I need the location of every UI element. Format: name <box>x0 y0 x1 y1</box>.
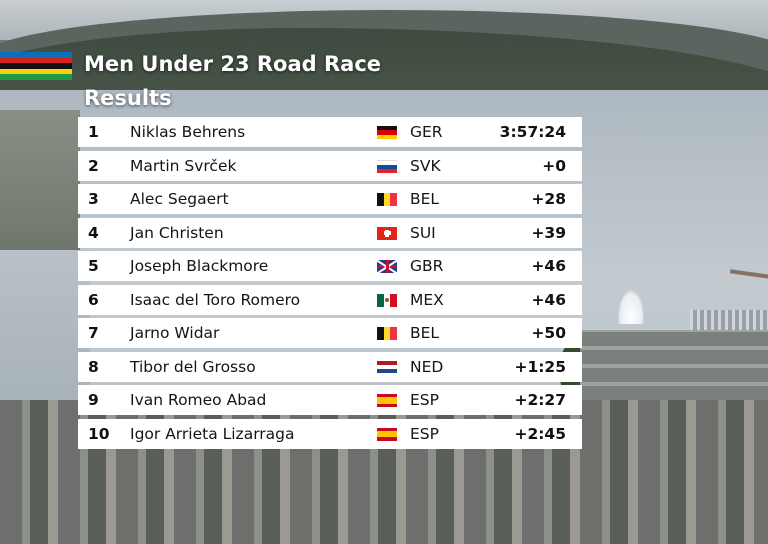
country-code: NED <box>410 357 444 376</box>
water-fountain <box>618 290 644 324</box>
rainbow-stripe <box>0 74 72 80</box>
result-row: 8 Tibor del Grosso NED +1:25 <box>78 351 582 382</box>
time-gap: +0 <box>542 156 566 175</box>
result-row: 2 Martin Svrček SVK +0 <box>78 150 582 181</box>
result-row: 3 Alec Segaert BEL +28 <box>78 184 582 214</box>
flag-spain-icon <box>377 394 397 407</box>
rank: 4 <box>88 223 99 242</box>
rainbow-stripe <box>0 63 72 69</box>
results-heading: Results <box>84 86 172 110</box>
uci-rainbow-stripes-icon <box>0 52 72 80</box>
result-row: 9 Ivan Romeo Abad ESP +2:27 <box>78 385 582 415</box>
rider-name: Joseph Blackmore <box>130 257 269 275</box>
rank: 10 <box>88 424 110 443</box>
country-code: ESP <box>410 424 439 443</box>
result-row: 4 Jan Christen SUI +39 <box>78 217 582 248</box>
rider-name: Ivan Romeo Abad <box>130 391 267 409</box>
time-gap: +46 <box>531 290 566 309</box>
country-code: GBR <box>410 257 444 275</box>
flag-switzerland-icon <box>377 226 397 240</box>
rainbow-stripe <box>0 68 72 75</box>
country-code: SVK <box>410 156 441 175</box>
time-gap: +50 <box>531 324 566 342</box>
rider-name: Jarno Widar <box>130 324 220 342</box>
flag-mexico-icon <box>377 293 397 307</box>
rank: 3 <box>88 190 99 208</box>
finish-time: 3:57:24 <box>499 123 566 141</box>
rank: 5 <box>88 257 99 275</box>
flag-belgium-icon <box>377 193 397 206</box>
rank: 2 <box>88 156 99 175</box>
time-gap: +46 <box>531 257 566 275</box>
rainbow-stripe <box>0 52 72 58</box>
rider-name: Jan Christen <box>130 223 224 242</box>
rank: 8 <box>88 357 99 376</box>
result-row: 6 Isaac del Toro Romero MEX +46 <box>78 284 582 315</box>
rank: 9 <box>88 391 99 409</box>
result-row: 5 Joseph Blackmore GBR +46 <box>78 251 582 281</box>
results-table: 1 Niklas Behrens GER 3:57:24 2 Martin Sv… <box>78 117 582 452</box>
result-row: 7 Jarno Widar BEL +50 <box>78 318 582 348</box>
country-code: ESP <box>410 391 439 409</box>
time-gap: +2:45 <box>514 424 566 443</box>
country-code: BEL <box>410 190 440 208</box>
rider-name: Alec Segaert <box>130 190 229 208</box>
time-gap: +28 <box>531 190 566 208</box>
country-code: SUI <box>410 223 436 242</box>
result-row: 1 Niklas Behrens GER 3:57:24 <box>78 117 582 147</box>
rider-name: Isaac del Toro Romero <box>130 290 301 309</box>
rank: 1 <box>88 123 99 141</box>
time-gap: +2:27 <box>514 391 566 409</box>
flag-slovakia-icon <box>377 159 397 173</box>
time-gap: +1:25 <box>514 357 566 376</box>
result-row: 10 Igor Arrieta Lizarraga ESP +2:45 <box>78 418 582 449</box>
rank: 7 <box>88 324 99 342</box>
rider-name: Tibor del Grosso <box>130 357 256 376</box>
left-shore <box>0 110 80 250</box>
rainbow-stripe <box>0 57 72 64</box>
rider-name: Igor Arrieta Lizarraga <box>130 424 295 443</box>
flag-germany-icon <box>377 126 397 139</box>
country-code: GER <box>410 123 443 141</box>
country-code: MEX <box>410 290 444 309</box>
rider-name: Martin Svrček <box>130 156 237 175</box>
race-title: Men Under 23 Road Race <box>84 52 382 76</box>
rank: 6 <box>88 290 99 309</box>
country-code: BEL <box>410 324 440 342</box>
time-gap: +39 <box>531 223 566 242</box>
flag-spain-icon <box>377 427 397 441</box>
lake-inlet <box>0 250 90 410</box>
flag-netherlands-icon <box>377 360 397 374</box>
flag-great-britain-icon <box>377 260 397 273</box>
flag-belgium-icon <box>377 327 397 340</box>
rider-name: Niklas Behrens <box>130 123 246 141</box>
